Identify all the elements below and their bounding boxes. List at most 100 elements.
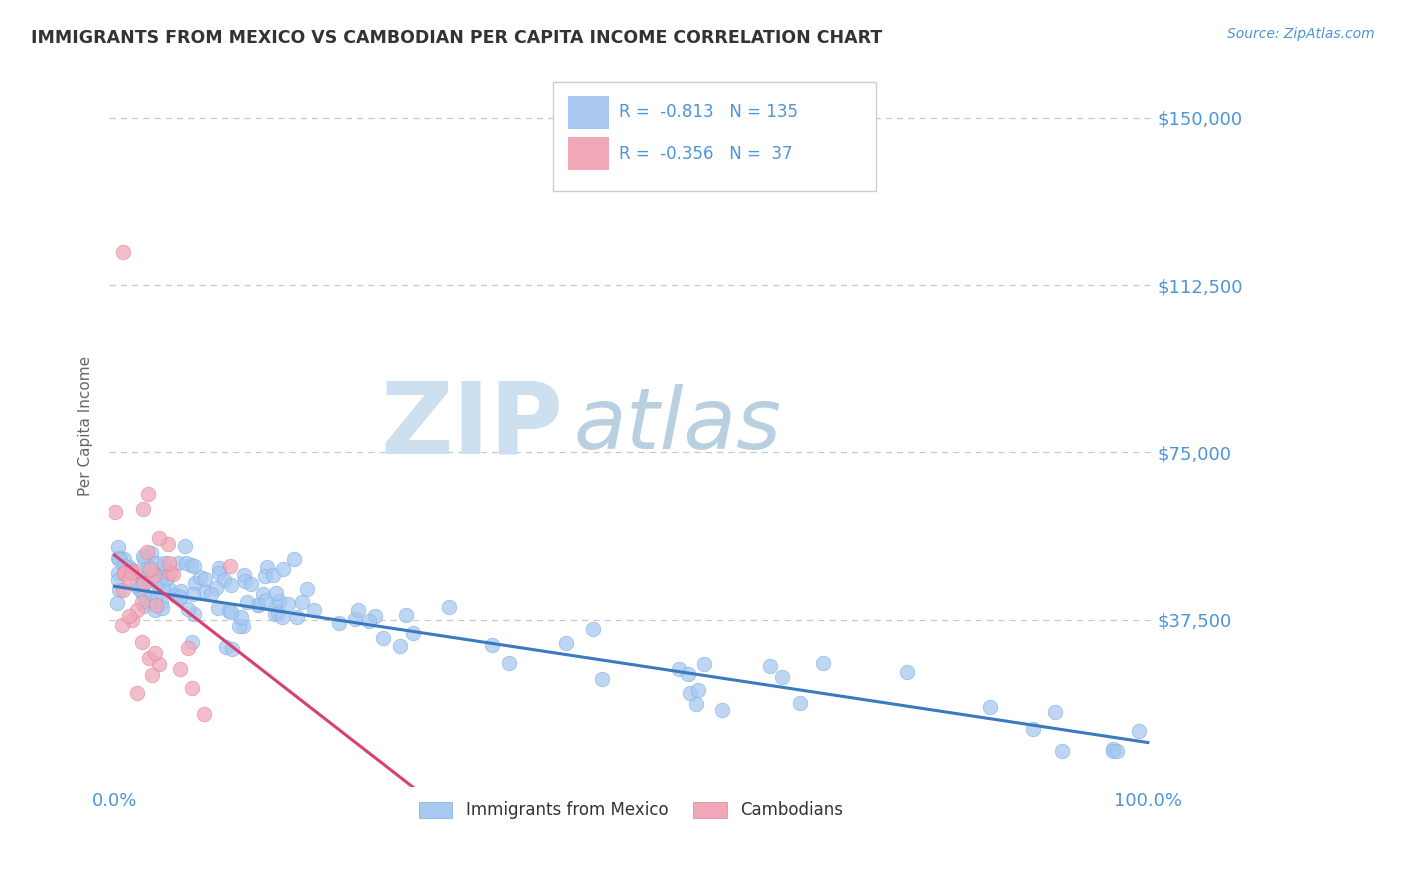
Point	[176, 640, 198, 655]
Point	[142, 568, 165, 582]
Point	[143, 603, 166, 617]
Point	[1128, 724, 1150, 739]
Point	[108, 552, 131, 566]
FancyBboxPatch shape	[553, 82, 876, 191]
Point	[148, 531, 170, 545]
Point	[363, 608, 385, 623]
Point	[262, 568, 284, 582]
Point	[264, 586, 287, 600]
Point	[344, 612, 367, 626]
Point	[145, 590, 167, 604]
Point	[131, 502, 153, 516]
Point	[121, 563, 143, 577]
Point	[1105, 744, 1128, 758]
Point	[770, 670, 793, 684]
Point	[143, 646, 166, 660]
Point	[291, 595, 314, 609]
Text: ZIP: ZIP	[381, 377, 564, 475]
Point	[207, 600, 229, 615]
Point	[693, 657, 716, 671]
Point	[231, 610, 253, 624]
Point	[139, 561, 162, 575]
Point	[232, 619, 254, 633]
Point	[205, 581, 228, 595]
Point	[215, 640, 238, 654]
Point	[688, 683, 710, 698]
Point	[555, 636, 578, 650]
Point	[270, 609, 292, 624]
Point	[193, 706, 215, 721]
FancyBboxPatch shape	[568, 137, 609, 170]
Point	[132, 576, 155, 591]
Point	[266, 599, 288, 613]
Point	[1043, 705, 1066, 719]
Point	[180, 558, 202, 573]
Point	[247, 598, 270, 612]
Point	[402, 626, 425, 640]
Point	[131, 595, 153, 609]
Point	[219, 558, 242, 573]
Point	[208, 561, 231, 575]
Point	[273, 561, 295, 575]
Point	[152, 560, 174, 574]
Text: R =  -0.356   N =  37: R = -0.356 N = 37	[619, 145, 792, 162]
Point	[132, 552, 155, 566]
Point	[582, 622, 605, 636]
Point	[173, 539, 195, 553]
Point	[112, 559, 135, 574]
Point	[112, 566, 135, 580]
Point	[132, 588, 155, 602]
Point	[789, 696, 811, 710]
Point	[283, 551, 305, 566]
Point	[685, 697, 707, 711]
Point	[139, 545, 162, 559]
Point	[157, 582, 180, 597]
Point	[120, 565, 142, 579]
Point	[167, 556, 190, 570]
Point	[347, 603, 370, 617]
Point	[127, 686, 149, 700]
Point	[1052, 744, 1074, 758]
Point	[233, 567, 256, 582]
Point	[1021, 722, 1043, 736]
Point	[118, 608, 141, 623]
Point	[979, 700, 1001, 714]
Point	[131, 584, 153, 599]
Point	[143, 575, 166, 590]
Point	[236, 594, 259, 608]
Text: Source: ZipAtlas.com: Source: ZipAtlas.com	[1227, 27, 1375, 41]
Point	[117, 572, 139, 586]
Point	[302, 603, 325, 617]
Point	[150, 600, 173, 615]
Point	[371, 631, 394, 645]
Point	[157, 556, 180, 570]
Point	[107, 550, 129, 565]
Point	[136, 487, 159, 501]
Point	[170, 584, 193, 599]
Point	[136, 545, 159, 559]
Point	[357, 614, 380, 628]
Point	[328, 615, 350, 630]
Point	[135, 571, 157, 585]
Point	[105, 596, 128, 610]
Point	[267, 607, 290, 621]
Point	[111, 618, 134, 632]
Point	[111, 244, 134, 259]
Point	[481, 638, 503, 652]
Point	[157, 537, 180, 551]
Point	[183, 607, 205, 621]
Point	[148, 657, 170, 672]
Point	[166, 590, 188, 604]
Point	[131, 582, 153, 597]
Point	[131, 635, 153, 649]
Point	[125, 602, 148, 616]
Point	[389, 639, 412, 653]
Point	[139, 562, 162, 576]
Point	[194, 572, 217, 586]
Point	[240, 577, 263, 591]
Point	[277, 597, 299, 611]
Point	[193, 584, 215, 599]
Point	[118, 559, 141, 574]
Point	[181, 587, 204, 601]
Point	[131, 573, 153, 587]
